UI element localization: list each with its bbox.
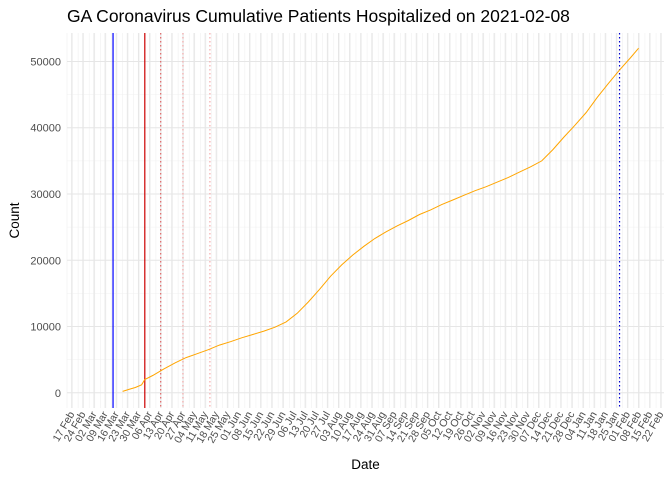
y-tick-label: 20000 [30,255,61,267]
reference-lines [112,33,621,408]
y-tick-label: 10000 [30,322,61,334]
y-tick-label: 0 [55,388,61,400]
y-tick-label: 50000 [30,56,61,68]
y-axis-title: Count [7,202,22,238]
series-layer [122,47,639,392]
chart-title: GA Coronavirus Cumulative Patients Hospi… [67,6,570,26]
x-axis-title: Date [351,457,380,472]
y-tick-label: 30000 [30,189,61,201]
grid-layer [66,33,664,408]
y-tick-label: 40000 [30,123,61,135]
series-line [122,47,639,392]
